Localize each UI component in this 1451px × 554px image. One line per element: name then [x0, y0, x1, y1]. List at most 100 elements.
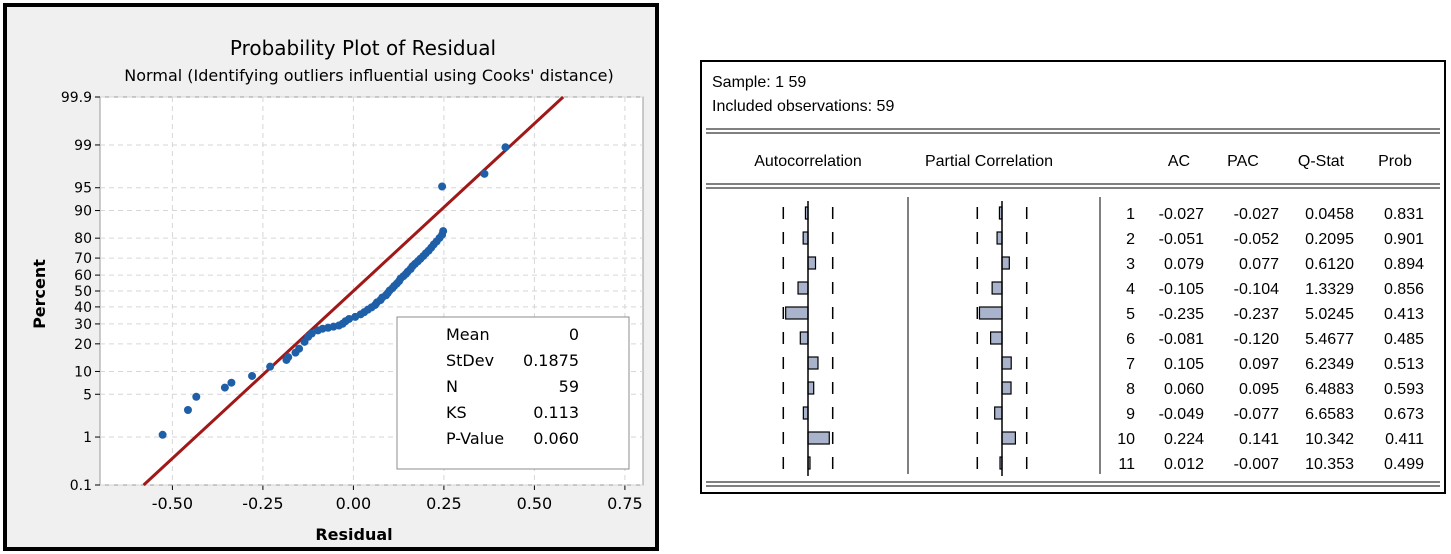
- x-tick-label: 0.00: [336, 494, 372, 513]
- stat-value: 0: [569, 325, 579, 344]
- y-tick-label: 50: [74, 284, 92, 300]
- data-point: [158, 430, 167, 439]
- ac-bar: [785, 306, 809, 320]
- observations-label: Included observations: 59: [712, 98, 894, 115]
- qstat-value: 0.2095: [1305, 231, 1354, 248]
- lag-value: 6: [1126, 331, 1135, 348]
- qstat-value: 1.3329: [1305, 281, 1354, 298]
- ac-bar: [807, 256, 817, 270]
- ac-bar: [807, 381, 815, 395]
- lag-value: 7: [1126, 356, 1135, 373]
- data-point: [480, 169, 489, 178]
- prob-value: 0.485: [1384, 331, 1424, 348]
- qstat-value: 0.0458: [1305, 206, 1354, 223]
- pac-value: -0.052: [1234, 231, 1279, 248]
- x-tick-label: 0.25: [426, 494, 462, 513]
- pac-bar: [1001, 381, 1012, 395]
- ac-value: 0.224: [1164, 431, 1204, 448]
- data-point: [284, 353, 293, 362]
- prob-value: 0.413: [1384, 306, 1424, 323]
- y-tick-label: 40: [74, 300, 92, 316]
- pac-value: 0.141: [1239, 431, 1279, 448]
- col-autocorrelation: Autocorrelation: [754, 153, 862, 170]
- y-tick-label: 70: [74, 251, 92, 267]
- prob-value: 0.673: [1384, 406, 1424, 423]
- prob-value: 0.499: [1384, 456, 1424, 473]
- sample-label: Sample: 1 59: [712, 74, 806, 91]
- qstat-value: 6.2349: [1305, 356, 1354, 373]
- col-ac: AC: [1168, 153, 1190, 170]
- col-prob: Prob: [1378, 153, 1412, 170]
- qstat-value: 5.4677: [1305, 331, 1354, 348]
- prob-value: 0.856: [1384, 281, 1424, 298]
- y-tick-label: 99: [74, 138, 92, 154]
- lag-value: 5: [1126, 306, 1135, 323]
- ac-value: 0.079: [1164, 256, 1204, 273]
- correlogram-panel: Sample: 1 59 Included observations: 59 A…: [700, 60, 1446, 494]
- y-tick-label: 60: [74, 268, 92, 284]
- pac-bar: [1001, 431, 1016, 445]
- prob-value: 0.894: [1384, 256, 1424, 273]
- prob-value: 0.831: [1384, 206, 1424, 223]
- qstat-value: 6.6583: [1305, 406, 1354, 423]
- correlogram-body: 1 -0.027 -0.027 0.0458 0.831 2 -0.051 -0.052 0.2…: [782, 201, 1424, 476]
- y-tick-label: 10: [74, 364, 92, 380]
- prob-value: 0.513: [1384, 356, 1424, 373]
- qstat-value: 10.353: [1305, 456, 1354, 473]
- ac-value: -0.051: [1159, 231, 1204, 248]
- data-point: [248, 371, 257, 380]
- y-tick-label: 90: [74, 204, 92, 220]
- fitted-normal-line: [142, 95, 565, 487]
- pac-bar: [978, 306, 1003, 320]
- pac-value: 0.097: [1239, 356, 1279, 373]
- data-point: [227, 378, 236, 387]
- y-tick-label: 30: [74, 317, 92, 333]
- y-tick-label: 95: [74, 181, 92, 197]
- pac-bar: [1001, 256, 1010, 270]
- qstat-value: 5.0245: [1305, 306, 1354, 323]
- lag-value: 3: [1126, 256, 1135, 273]
- data-point: [220, 383, 229, 392]
- ac-value: 0.012: [1164, 456, 1204, 473]
- ac-value: -0.105: [1159, 281, 1204, 298]
- y-tick-label: 5: [83, 387, 92, 403]
- ac-bar: [799, 331, 809, 345]
- x-axis-label: Residual: [315, 525, 392, 544]
- pac-value: -0.120: [1234, 331, 1279, 348]
- stat-value: 0.060: [533, 429, 579, 448]
- pac-value: -0.027: [1234, 206, 1279, 223]
- pac-bar: [994, 406, 1003, 420]
- pac-bar: [1001, 356, 1012, 370]
- stat-label: Mean: [446, 325, 490, 344]
- data-point: [438, 182, 447, 191]
- prob-value: 0.411: [1385, 431, 1424, 448]
- qstat-value: 10.342: [1305, 431, 1354, 448]
- y-tick-label: 99.9: [61, 90, 92, 106]
- col-pac: PAC: [1227, 153, 1259, 170]
- data-point: [266, 362, 275, 371]
- lag-value: 9: [1126, 406, 1135, 423]
- lag-value: 11: [1118, 456, 1135, 473]
- ac-value: -0.081: [1159, 331, 1204, 348]
- data-point: [307, 329, 316, 338]
- stat-label: P-Value: [446, 429, 504, 448]
- ac-bar: [797, 281, 809, 295]
- pac-bar: [991, 281, 1003, 295]
- lag-value: 8: [1126, 381, 1135, 398]
- plot-area: -0.50 -0.25 0.00 0.25 0.50 0.750.115102030405…: [61, 90, 644, 513]
- prob-value: 0.901: [1384, 231, 1424, 248]
- ac-bar: [807, 356, 819, 370]
- prob-value: 0.593: [1384, 381, 1424, 398]
- y-tick-label: 20: [74, 337, 92, 353]
- pac-value: -0.007: [1234, 456, 1279, 473]
- probability-plot: Probability Plot of Residual Normal (Ide…: [30, 36, 644, 544]
- data-point: [192, 392, 201, 401]
- y-tick-label: 80: [74, 231, 92, 247]
- pac-value: -0.077: [1234, 406, 1279, 423]
- ac-bar: [807, 431, 830, 445]
- data-point: [501, 143, 510, 152]
- lag-value: 1: [1126, 206, 1135, 223]
- stat-label: N: [446, 377, 458, 396]
- pac-value: 0.077: [1239, 256, 1279, 273]
- lag-value: 2: [1126, 231, 1135, 248]
